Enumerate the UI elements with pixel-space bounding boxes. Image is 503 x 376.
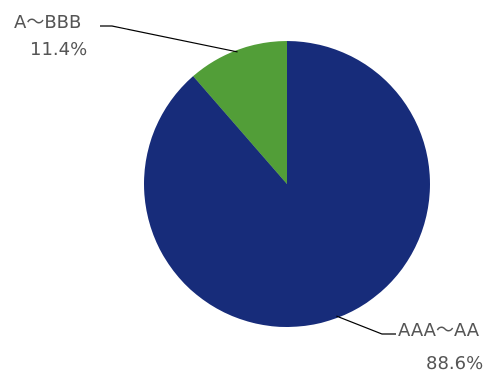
pie-slice [193, 41, 287, 184]
leader-line [100, 25, 238, 53]
slice-name-label: AAA～AA [398, 320, 480, 341]
leader-line [336, 315, 396, 335]
slice-name-label: A～BBB [14, 12, 82, 33]
slice-percent-label: 88.6% [426, 353, 484, 374]
slice-percent-label: 11.4% [30, 39, 88, 60]
